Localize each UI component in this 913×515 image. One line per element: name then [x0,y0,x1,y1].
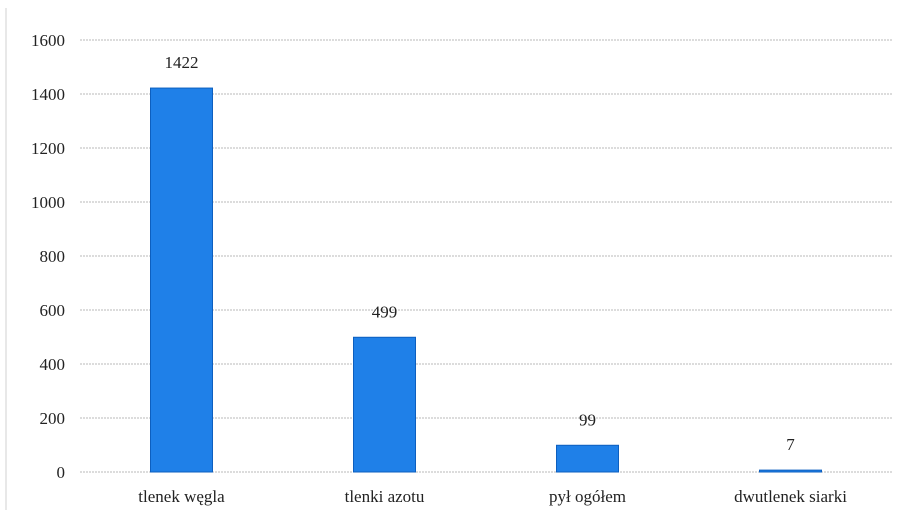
data-labels: 1422 499 99 7 [165,53,796,454]
bar-3 [556,444,619,473]
y-tick-label-400: 400 [40,355,66,374]
bars [150,87,822,473]
y-axis-tick-labels: 0 200 400 600 800 1000 1200 1400 1600 [31,31,65,482]
y-tick-label-0: 0 [57,463,66,482]
y-tick-label-1200: 1200 [31,139,65,158]
y-tick-label-600: 600 [40,301,66,320]
data-label-1: 1422 [165,53,199,72]
category-label-4: dwutlenek siarki [734,487,847,506]
y-tick-label-1000: 1000 [31,193,65,212]
x-axis-category-labels: tlenek węgla tlenki azotu pył ogółem dwutle… [138,487,847,506]
category-label-1: tlenek węgla [138,487,225,506]
bar-2 [353,336,416,473]
data-label-4: 7 [786,435,795,454]
category-label-2: tlenki azotu [345,487,425,506]
y-tick-label-200: 200 [40,409,66,428]
y-tick-label-1600: 1600 [31,31,65,50]
data-label-2: 499 [372,302,398,321]
bar-1 [150,87,213,473]
gridlines [80,39,892,473]
y-tick-label-1400: 1400 [31,85,65,104]
category-label-3: pył ogółem [549,487,626,506]
y-tick-label-800: 800 [40,247,66,266]
bar-4 [759,469,822,473]
data-label-3: 99 [579,410,596,429]
